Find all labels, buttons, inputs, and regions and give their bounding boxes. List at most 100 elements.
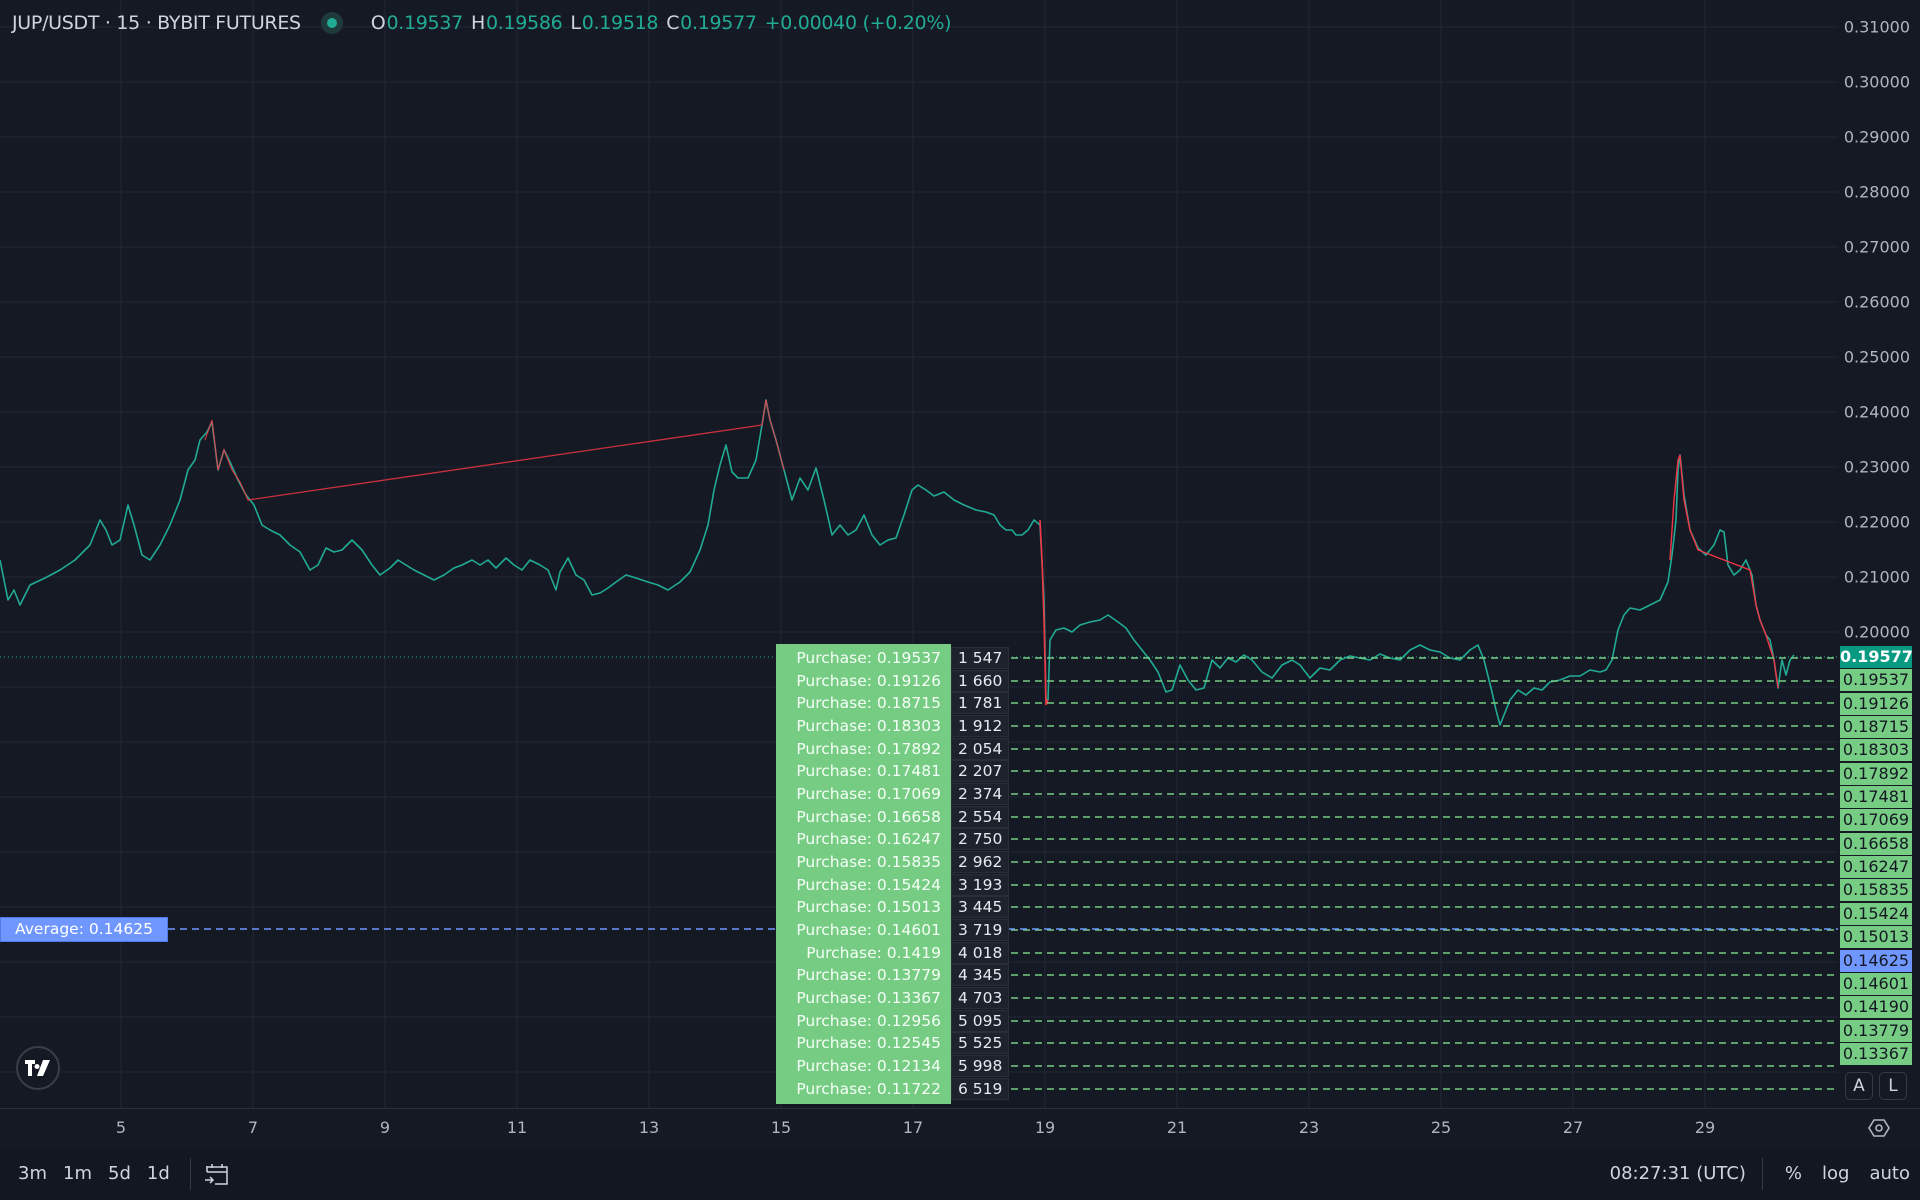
- time-axis[interactable]: 5 7 9 11 13 15 17 19 21 23 25 27 29: [0, 1108, 1920, 1148]
- purchase-price-tag: 0.17069: [1840, 809, 1912, 831]
- utc-clock[interactable]: 08:27:31 (UTC): [1609, 1163, 1746, 1184]
- time-tick: 29: [1694, 1118, 1716, 1137]
- purchase-qty: 2 374: [951, 783, 1009, 805]
- purchase-order-row[interactable]: Purchase: 0.12545 5 525: [776, 1032, 1011, 1054]
- chart-pane[interactable]: JUP/USDT · 15 · BYBIT FUTURES O 0.19537 H…: [0, 0, 1838, 1108]
- purchase-qty: 2 750: [951, 828, 1009, 850]
- market-status-icon[interactable]: [320, 12, 343, 34]
- price-tick: 0.28000: [1843, 182, 1910, 202]
- purchase-labels-background: [776, 644, 951, 1104]
- open-value: 0.19537: [386, 12, 463, 34]
- purchase-order-row[interactable]: Purchase: 0.15424 3 193: [776, 874, 1011, 896]
- purchase-label: Purchase: 0.12545: [796, 1034, 941, 1052]
- purchase-order-row[interactable]: Purchase: 0.19537 1 547: [776, 647, 1011, 669]
- log-scale-button[interactable]: L: [1879, 1072, 1907, 1100]
- purchase-label: Purchase: 0.18715: [796, 694, 941, 712]
- last-price-tag: 0.19577: [1840, 646, 1913, 668]
- toolbar-divider: [1761, 1157, 1763, 1190]
- auto-scale-button[interactable]: A: [1845, 1072, 1873, 1100]
- tradingview-logo-icon[interactable]: [16, 1046, 60, 1090]
- purchase-price-tag: 0.17481: [1840, 786, 1912, 808]
- purchase-qty: 2 207: [951, 760, 1009, 782]
- purchase-price-tag: 0.16247: [1840, 856, 1912, 878]
- purchase-price-tag: 0.13779: [1840, 1020, 1912, 1042]
- purchase-order-row[interactable]: Purchase: 0.19126 1 660: [776, 670, 1011, 692]
- price-tick: 0.24000: [1843, 402, 1910, 422]
- purchase-order-row[interactable]: Purchase: 0.11722 6 519: [776, 1078, 1011, 1100]
- purchase-qty: 3 445: [951, 896, 1009, 918]
- price-tick: 0.20000: [1843, 622, 1910, 642]
- purchase-order-row[interactable]: Purchase: 0.12956 5 095: [776, 1010, 1011, 1032]
- purchase-label: Purchase: 0.13779: [796, 966, 941, 984]
- symbol-title[interactable]: JUP/USDT · 15 · BYBIT FUTURES: [12, 12, 301, 34]
- calendar-goto-icon[interactable]: [203, 1160, 231, 1188]
- purchase-qty: 6 519: [951, 1078, 1009, 1100]
- time-tick: 25: [1430, 1118, 1452, 1137]
- purchase-qty: 3 719: [951, 919, 1009, 941]
- purchase-qty: 1 547: [951, 647, 1009, 669]
- price-tick: 0.23000: [1843, 457, 1910, 477]
- purchase-order-row[interactable]: Purchase: 0.16658 2 554: [776, 806, 1011, 828]
- purchase-order-row[interactable]: Purchase: 0.1419 4 018: [776, 942, 1011, 964]
- purchase-price-tag: 0.18715: [1840, 716, 1912, 738]
- range-1m-button[interactable]: 1m: [63, 1163, 92, 1184]
- purchase-order-row[interactable]: Purchase: 0.17481 2 207: [776, 760, 1011, 782]
- average-price-label[interactable]: Average: 0.14625: [0, 917, 168, 942]
- price-tick: 0.29000: [1843, 127, 1910, 147]
- purchase-label: Purchase: 0.13367: [796, 989, 941, 1007]
- time-tick: 21: [1166, 1118, 1188, 1137]
- average-price-tag: 0.14625: [1840, 950, 1912, 972]
- price-tick: 0.26000: [1843, 292, 1910, 312]
- purchase-qty: 2 962: [951, 851, 1009, 873]
- settings-hexagon-icon[interactable]: [1868, 1117, 1890, 1139]
- purchase-order-row[interactable]: Purchase: 0.12134 5 998: [776, 1055, 1011, 1077]
- time-tick: 27: [1562, 1118, 1584, 1137]
- purchase-order-row[interactable]: Purchase: 0.13367 4 703: [776, 987, 1011, 1009]
- purchase-order-row[interactable]: Purchase: 0.15835 2 962: [776, 851, 1011, 873]
- price-series: [0, 399, 1795, 726]
- purchase-order-row[interactable]: Purchase: 0.13779 4 345: [776, 964, 1011, 986]
- purchase-price-tag: 0.13367: [1840, 1043, 1912, 1065]
- purchase-lines: [1011, 657, 1838, 1090]
- range-3m-button[interactable]: 3m: [18, 1163, 47, 1184]
- time-tick: 5: [115, 1118, 127, 1137]
- purchase-label: Purchase: 0.19126: [796, 672, 941, 690]
- purchase-order-row[interactable]: Purchase: 0.17892 2 054: [776, 738, 1011, 760]
- toolbar-right-group: 08:27:31 (UTC) % log auto: [1610, 1147, 1920, 1200]
- time-tick: 23: [1298, 1118, 1320, 1137]
- range-1d-button[interactable]: 1d: [146, 1163, 170, 1184]
- purchase-label: Purchase: 0.12134: [796, 1057, 941, 1075]
- low-key: L: [570, 12, 581, 34]
- purchase-order-row[interactable]: Purchase: 0.14601 3 719: [776, 919, 1011, 941]
- purchase-label: Purchase: 0.17892: [796, 740, 941, 758]
- bottom-toolbar: 3m 1m 5d 1d 08:27:31 (UTC) % log auto: [0, 1147, 1920, 1200]
- purchase-order-row[interactable]: Purchase: 0.15013 3 445: [776, 896, 1011, 918]
- purchase-order-row[interactable]: Purchase: 0.16247 2 750: [776, 828, 1011, 850]
- purchase-label: Purchase: 0.1419: [806, 944, 941, 962]
- purchase-price-tag: 0.19126: [1840, 693, 1912, 715]
- close-key: C: [666, 12, 680, 34]
- purchase-order-row[interactable]: Purchase: 0.18715 1 781: [776, 692, 1011, 714]
- purchase-order-row[interactable]: Purchase: 0.18303 1 912: [776, 715, 1011, 737]
- auto-scale-toggle[interactable]: auto: [1869, 1163, 1910, 1184]
- purchase-price-tag: 0.14601: [1840, 973, 1912, 995]
- purchase-price-tag: 0.15835: [1840, 879, 1912, 901]
- range-5d-button[interactable]: 5d: [108, 1163, 131, 1184]
- purchase-price-tag: 0.17892: [1840, 763, 1912, 785]
- purchase-price-tag: 0.15424: [1840, 903, 1912, 925]
- purchase-qty: 5 095: [951, 1010, 1009, 1032]
- purchase-qty: 4 345: [951, 964, 1009, 986]
- purchase-label: Purchase: 0.19537: [796, 649, 941, 667]
- purchase-order-row[interactable]: Purchase: 0.17069 2 374: [776, 783, 1011, 805]
- time-tick: 9: [379, 1118, 391, 1137]
- purchase-price-tag: 0.16658: [1840, 833, 1912, 855]
- purchase-label: Purchase: 0.18303: [796, 717, 941, 735]
- percent-scale-button[interactable]: %: [1784, 1163, 1803, 1184]
- time-tick: 17: [902, 1118, 924, 1137]
- purchase-label: Purchase: 0.11722: [796, 1080, 941, 1098]
- price-tick: 0.22000: [1843, 512, 1910, 532]
- log-scale-toggle[interactable]: log: [1822, 1163, 1850, 1184]
- purchase-qty: 1 912: [951, 715, 1009, 737]
- low-value: 0.19518: [581, 12, 659, 34]
- price-tick: 0.25000: [1843, 347, 1910, 367]
